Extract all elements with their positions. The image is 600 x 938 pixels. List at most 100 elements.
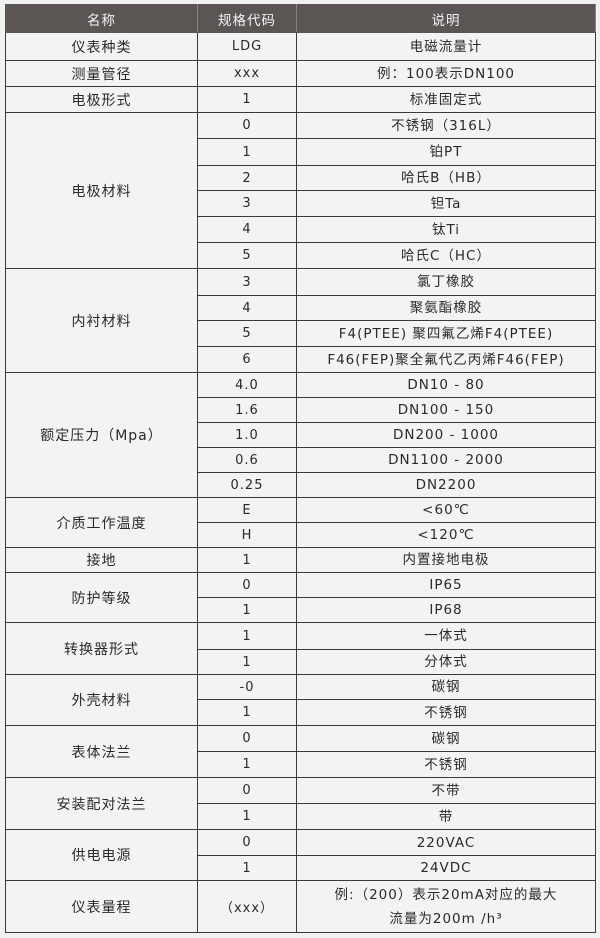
spec-table: 名称 规格代码 说明 仪表种类 LDG 电磁流量计 测量管径 xxx 例：100表示DN1… — [5, 4, 596, 933]
spec-name-cell: 外壳材料 — [5, 674, 198, 726]
spec-code-cell: 0 — [197, 725, 297, 752]
spec-code-cell: 4 — [197, 216, 297, 243]
spec-desc-cell: DN100 - 150 — [296, 397, 596, 423]
spec-name-cell: 电极形式 — [5, 86, 198, 113]
table-row: 内衬材料 3 氯丁橡胶 — [5, 268, 596, 373]
table-row: 仪表种类 LDG 电磁流量计 — [5, 32, 596, 61]
table-row: 测量管径 xxx 例：100表示DN100 — [5, 60, 596, 87]
table-row: 额定压力（Mpa） 4.0 DN10 - 80 — [5, 372, 596, 498]
table-row: 介质工作温度 E <60℃ — [5, 497, 596, 548]
table-body: 仪表种类 LDG 电磁流量计 测量管径 xxx 例：100表示DN100 电极形式 1 标准固定… — [5, 32, 596, 933]
table-row: 1 铂PT — [6, 138, 596, 166]
spec-desc-cell: 例:（200）表示20mA对应的最大 流量为200m /h³ — [296, 880, 596, 933]
spec-code-cell: 4 — [197, 295, 297, 321]
spec-desc-cell: 碳钢 — [296, 725, 596, 752]
spec-code-cell: LDG — [197, 32, 297, 61]
table-row: 5 F4(PTEE) 聚四氟乙烯F4(PTEE) — [6, 320, 596, 347]
spec-desc-cell: 碳钢 — [296, 674, 596, 700]
spec-name-cell: 内衬材料 — [5, 268, 198, 373]
spec-code-cell: 3 — [197, 268, 297, 296]
spec-code-cell: 0 — [197, 777, 297, 804]
spec-desc-cell: 一体式 — [296, 622, 596, 650]
spec-code-cell: xxx — [197, 60, 297, 87]
spec-name-cell: 表体法兰 — [5, 725, 198, 778]
spec-code-cell: 1 — [197, 622, 297, 650]
spec-name-cell: 额定压力（Mpa） — [5, 372, 198, 498]
spec-desc-cell: F4(PTEE) 聚四氟乙烯F4(PTEE) — [296, 320, 596, 347]
table-row: 0.6 DN1100 - 2000 — [6, 447, 596, 473]
table-row: 1 分体式 — [6, 649, 596, 675]
spec-desc-cell: 24VDC — [296, 855, 596, 881]
spec-desc-cell: <60℃ — [296, 497, 596, 523]
spec-code-cell: 0 — [197, 829, 297, 856]
spec-desc-cell: 220VAC — [296, 829, 596, 856]
header-desc: 说明 — [296, 4, 596, 33]
spec-code-cell: 1 — [197, 597, 297, 623]
spec-desc-cell: DN10 - 80 — [296, 372, 596, 398]
table-row: 2 哈氏B（HB） — [6, 165, 596, 191]
table-row: 仪表量程 （xxx） 例:（200）表示20mA对应的最大 流量为200m /h³ — [5, 880, 596, 933]
spec-code-cell: H — [197, 522, 297, 548]
table-row: 5 哈氏C（HC） — [6, 242, 596, 269]
spec-desc-cell: 带 — [296, 803, 596, 830]
spec-desc-cell: 氯丁橡胶 — [296, 268, 596, 296]
table-row: 电极材料 0 不锈钢（316L） — [5, 112, 596, 269]
spec-code-cell: （xxx） — [197, 880, 297, 933]
spec-desc-cell: DN200 - 1000 — [296, 422, 596, 448]
table-row: 1 不锈钢 — [6, 699, 596, 726]
spec-desc-cell: 聚氨酯橡胶 — [296, 295, 596, 321]
spec-code-cell: 0.25 — [197, 472, 297, 498]
spec-name-cell: 转换器形式 — [5, 622, 198, 675]
table-row: 0.25 DN2200 — [6, 472, 596, 498]
spec-name-cell: 接地 — [5, 547, 198, 573]
spec-name-cell: 防护等级 — [5, 572, 198, 623]
spec-code-cell: 1 — [197, 86, 297, 113]
spec-name-cell: 介质工作温度 — [5, 497, 198, 548]
spec-code-cell: 1 — [197, 649, 297, 675]
spec-name-cell: 测量管径 — [5, 60, 198, 87]
spec-desc-cell: 内置接地电极 — [296, 547, 596, 573]
table-row: 供电电源 0 220VAC — [5, 829, 596, 881]
spec-desc-cell: <120℃ — [296, 522, 596, 548]
spec-desc-cell: 哈氏B（HB） — [296, 165, 596, 191]
table-row: 表体法兰 0 碳钢 — [5, 725, 596, 778]
spec-code-cell: 1 — [197, 803, 297, 830]
spec-desc-cell: 铂PT — [296, 138, 596, 166]
spec-desc-cell: 不锈钢 — [296, 751, 596, 778]
spec-name-cell: 供电电源 — [5, 829, 198, 881]
spec-code-cell: -0 — [197, 674, 297, 700]
table-row: 6 F46(FEP)聚全氟代乙丙烯F46(FEP) — [6, 346, 596, 373]
header-name: 名称 — [5, 4, 198, 33]
spec-desc-cell: DN2200 — [296, 472, 596, 498]
table-row: 1 不锈钢 — [6, 751, 596, 778]
spec-code-cell: 1 — [197, 138, 297, 166]
table-row: 转换器形式 1 一体式 — [5, 622, 596, 675]
spec-desc-cell: 标准固定式 — [296, 86, 596, 113]
spec-name-cell: 仪表量程 — [5, 880, 198, 933]
spec-desc-cell: 不带 — [296, 777, 596, 804]
header-row: 名称 规格代码 说明 — [5, 4, 596, 33]
spec-desc-cell: 不锈钢 — [296, 699, 596, 726]
spec-code-cell: 1 — [197, 547, 297, 573]
spec-desc-cell: 电磁流量计 — [296, 32, 596, 61]
spec-desc-cell: 不锈钢（316L） — [296, 112, 596, 139]
table-row: 1.0 DN200 - 1000 — [6, 422, 596, 448]
spec-desc-cell: 哈氏C（HC） — [296, 242, 596, 269]
spec-code-cell: 0 — [197, 112, 297, 139]
header-code: 规格代码 — [197, 4, 297, 33]
spec-code-cell: 6 — [197, 346, 297, 373]
spec-code-cell: 2 — [197, 165, 297, 191]
spec-code-cell: 0 — [197, 572, 297, 598]
spec-code-cell: 1 — [197, 699, 297, 726]
spec-code-cell: 1.6 — [197, 397, 297, 423]
spec-code-cell: 5 — [197, 320, 297, 347]
spec-desc-cell: 例：100表示DN100 — [296, 60, 596, 87]
spec-code-cell: 4.0 — [197, 372, 297, 398]
spec-code-cell: 3 — [197, 190, 297, 217]
spec-desc-cell: F46(FEP)聚全氟代乙丙烯F46(FEP) — [296, 346, 596, 373]
spec-desc-cell: 分体式 — [296, 649, 596, 675]
table-row: 安装配对法兰 0 不带 — [5, 777, 596, 830]
spec-desc-cell: 钛Ti — [296, 216, 596, 243]
table-row: 电极形式 1 标准固定式 — [5, 86, 596, 113]
